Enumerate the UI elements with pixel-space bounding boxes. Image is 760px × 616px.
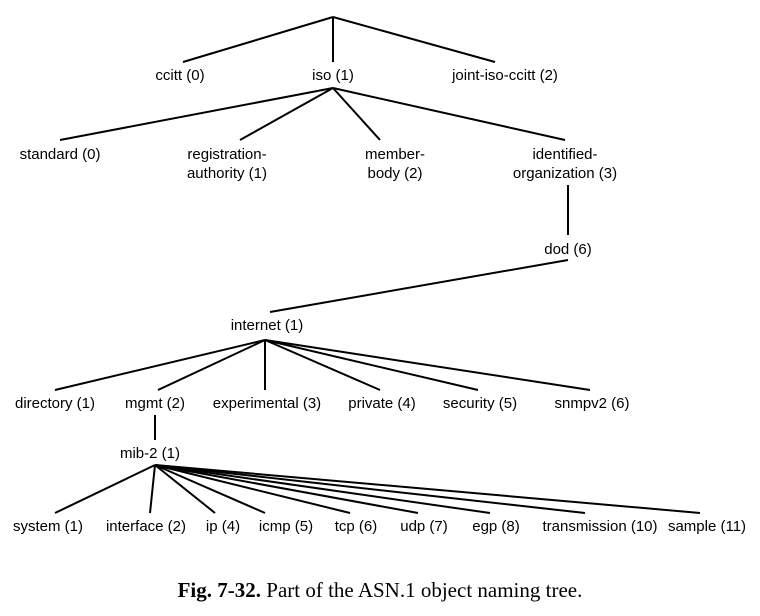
node-ip: ip (4) — [206, 518, 240, 535]
edge-iso-registration — [239, 87, 334, 141]
edge-internet-security — [264, 339, 479, 391]
node-directory: directory (1) — [15, 395, 95, 412]
node-private: private (4) — [348, 395, 416, 412]
node-snmpv2: snmpv2 (6) — [554, 395, 629, 412]
tree-edges — [54, 16, 701, 514]
node-dod: dod (6) — [544, 241, 592, 258]
edge-mib2-interface — [149, 464, 156, 514]
node-joint-iso-ccitt: joint-iso-ccitt (2) — [451, 67, 558, 84]
edge-mib2-transmission — [154, 464, 586, 514]
edge-mib2-tcp — [154, 464, 351, 514]
asn1-naming-tree: ccitt (0) iso (1) joint-iso-ccitt (2) st… — [13, 16, 746, 535]
edge-mib2-udp — [154, 464, 419, 514]
edge-iso-member — [332, 87, 381, 141]
figure-caption-text: Part of the ASN.1 object naming tree. — [266, 578, 583, 602]
node-standard: standard (0) — [20, 146, 101, 163]
node-ccitt: ccitt (0) — [155, 67, 204, 84]
node-identified-organization-line1: identified- — [532, 146, 597, 163]
node-tcp: tcp (6) — [335, 518, 378, 535]
edge-mib2-egp — [154, 464, 491, 514]
edge-root-joint — [332, 16, 496, 63]
node-udp: udp (7) — [400, 518, 448, 535]
edge-internet-mgmt — [157, 339, 266, 391]
edge-root-ccitt — [182, 16, 334, 63]
node-interface: interface (2) — [106, 518, 186, 535]
node-icmp: icmp (5) — [259, 518, 313, 535]
node-egp: egp (8) — [472, 518, 520, 535]
edge-mib2-sample — [154, 464, 701, 514]
node-internet: internet (1) — [231, 317, 304, 334]
edge-mib2-icmp — [154, 464, 266, 514]
edge-internet-directory — [54, 339, 266, 391]
edge-iso-identified — [332, 87, 566, 141]
node-system: system (1) — [13, 518, 83, 535]
node-registration-authority-line1: registration- — [187, 146, 266, 163]
edge-mib2-system — [54, 464, 156, 514]
edge-dod-internet — [269, 259, 569, 313]
node-security: security (5) — [443, 395, 517, 412]
edge-iso-standard — [59, 87, 334, 141]
node-mib-2: mib-2 (1) — [120, 445, 180, 462]
edge-internet-snmpv2 — [264, 339, 591, 391]
node-transmission: transmission (10) — [542, 518, 657, 535]
node-experimental: experimental (3) — [213, 395, 321, 412]
node-identified-organization-line2: organization (3) — [513, 165, 617, 182]
node-registration-authority-line2: authority (1) — [187, 165, 267, 182]
edge-internet-private — [264, 339, 381, 391]
node-member-body-line1: member- — [365, 146, 425, 163]
figure-caption: Fig. 7-32. Part of the ASN.1 object nami… — [0, 578, 760, 603]
node-mgmt: mgmt (2) — [125, 395, 185, 412]
edge-mib2-ip — [154, 464, 216, 514]
figure-label: Fig. 7-32. — [177, 578, 262, 602]
node-iso: iso (1) — [312, 67, 354, 84]
node-member-body-line2: body (2) — [367, 165, 422, 182]
node-sample: sample (11) — [668, 518, 746, 535]
